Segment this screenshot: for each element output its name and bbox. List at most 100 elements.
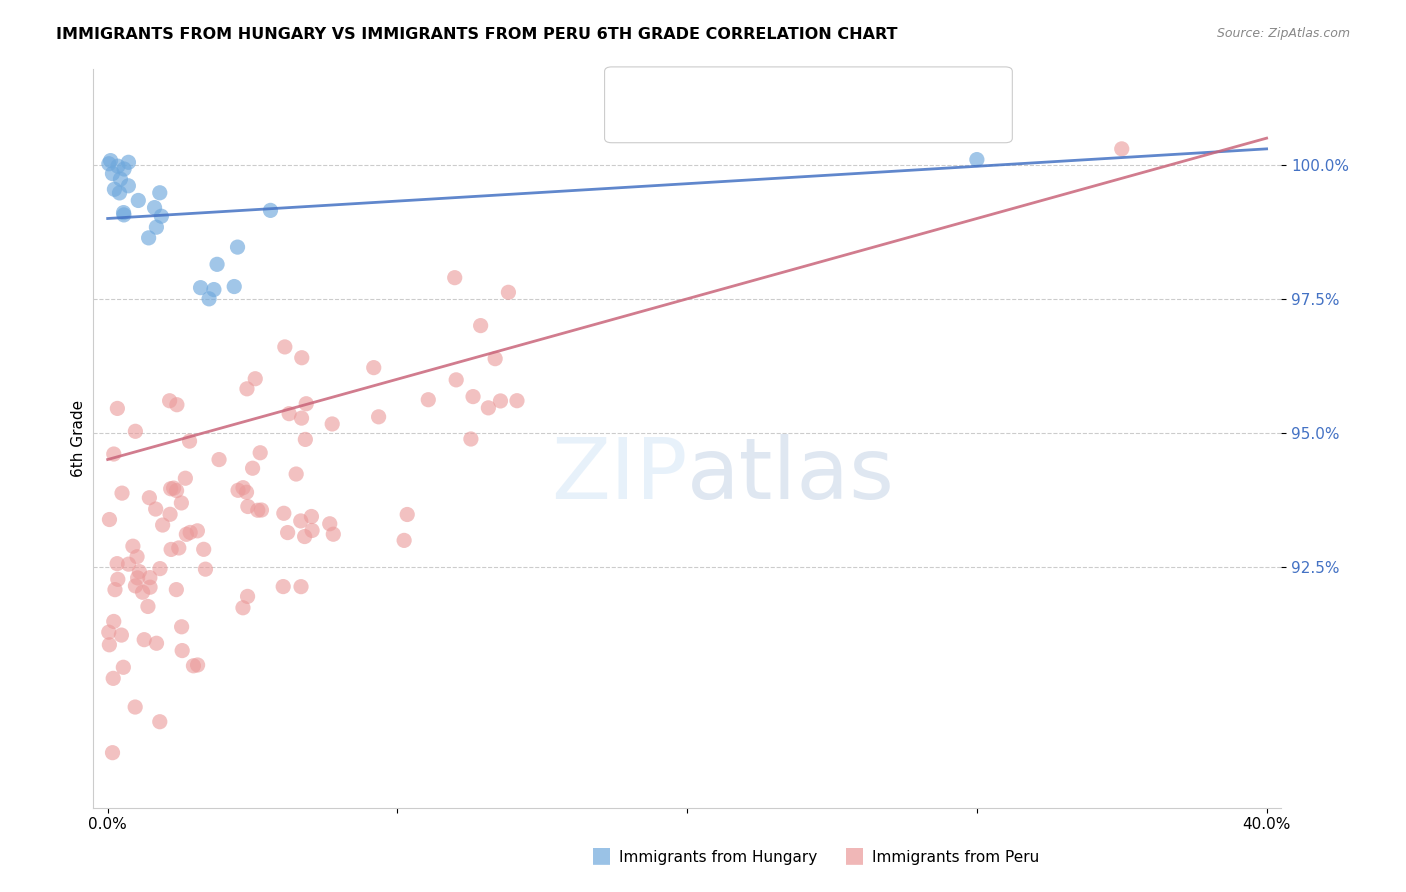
Point xyxy=(193,542,215,557)
Point xyxy=(190,280,212,294)
Point xyxy=(236,500,259,514)
Point xyxy=(170,496,193,510)
Point xyxy=(159,482,181,496)
Point xyxy=(187,658,209,673)
Point xyxy=(259,203,281,218)
Point xyxy=(127,571,149,585)
Point xyxy=(159,508,181,522)
Point xyxy=(105,557,128,571)
Point xyxy=(97,157,120,171)
Point xyxy=(470,318,492,333)
Point xyxy=(235,485,257,500)
Text: Immigrants from Hungary: Immigrants from Hungary xyxy=(619,850,817,865)
Point xyxy=(179,525,201,540)
Point xyxy=(278,407,301,421)
Point xyxy=(124,700,146,714)
Point xyxy=(98,512,121,526)
Text: 105: 105 xyxy=(820,119,855,136)
Point xyxy=(319,516,342,531)
Point xyxy=(101,167,124,181)
Point xyxy=(112,161,135,176)
Text: R =: R = xyxy=(654,119,690,136)
Point xyxy=(285,467,308,481)
Point xyxy=(249,446,271,460)
Point xyxy=(103,615,125,629)
Point xyxy=(396,508,419,522)
Point xyxy=(291,351,314,365)
Point xyxy=(145,636,167,650)
Point xyxy=(112,208,135,222)
Text: ■: ■ xyxy=(633,92,651,111)
Point xyxy=(105,401,128,416)
Text: ■: ■ xyxy=(844,846,865,865)
Point xyxy=(172,643,194,657)
Point xyxy=(103,182,125,196)
Point xyxy=(170,620,193,634)
Point xyxy=(250,503,273,517)
Text: IMMIGRANTS FROM HUNGARY VS IMMIGRANTS FROM PERU 6TH GRADE CORRELATION CHART: IMMIGRANTS FROM HUNGARY VS IMMIGRANTS FR… xyxy=(56,27,898,42)
Text: Immigrants from Peru: Immigrants from Peru xyxy=(872,850,1039,865)
Point xyxy=(246,503,269,517)
Text: Source: ZipAtlas.com: Source: ZipAtlas.com xyxy=(1216,27,1350,40)
Text: R =: R = xyxy=(654,92,690,110)
Point xyxy=(1111,142,1133,156)
Point xyxy=(194,562,217,576)
Point xyxy=(321,417,343,431)
Point xyxy=(236,382,259,396)
Point xyxy=(224,279,246,293)
Point xyxy=(107,159,129,173)
Point xyxy=(145,502,167,516)
Point xyxy=(186,524,208,538)
Text: atlas: atlas xyxy=(688,434,896,516)
Point xyxy=(138,231,160,245)
Point xyxy=(110,172,132,186)
Point xyxy=(138,491,160,505)
Point xyxy=(107,572,129,586)
Point xyxy=(226,483,249,498)
Point xyxy=(101,746,124,760)
Point xyxy=(128,565,150,579)
Point xyxy=(205,257,228,271)
Point xyxy=(498,285,520,300)
Point xyxy=(232,481,254,495)
Point xyxy=(143,201,166,215)
Point xyxy=(294,433,316,447)
Point xyxy=(226,240,249,254)
Point xyxy=(294,530,316,544)
Point xyxy=(139,571,162,585)
Point xyxy=(322,527,344,541)
Point xyxy=(236,590,259,604)
Point xyxy=(117,557,139,571)
Point xyxy=(136,599,159,614)
Point xyxy=(363,360,385,375)
Text: 28: 28 xyxy=(820,92,842,110)
Point xyxy=(149,561,172,575)
Point xyxy=(110,628,132,642)
Point xyxy=(966,153,988,167)
Point xyxy=(392,533,415,548)
Point xyxy=(103,447,125,461)
Point xyxy=(108,186,131,200)
Point xyxy=(174,471,197,485)
Text: N =: N = xyxy=(773,92,810,110)
Point xyxy=(125,549,148,564)
Point xyxy=(124,579,146,593)
Point xyxy=(127,194,149,208)
Point xyxy=(165,582,187,597)
Point xyxy=(489,393,512,408)
Point xyxy=(104,582,127,597)
Point xyxy=(100,153,122,168)
Point xyxy=(443,270,465,285)
Point xyxy=(202,283,225,297)
Point xyxy=(112,205,135,219)
Point xyxy=(176,527,198,541)
Point xyxy=(152,518,174,533)
Text: ZIP: ZIP xyxy=(551,434,688,516)
Point xyxy=(461,390,484,404)
Text: N =: N = xyxy=(773,119,810,136)
Point xyxy=(139,580,162,594)
Point xyxy=(179,434,201,449)
Point xyxy=(273,506,295,520)
Text: 0.245: 0.245 xyxy=(703,92,755,110)
Point xyxy=(274,340,297,354)
